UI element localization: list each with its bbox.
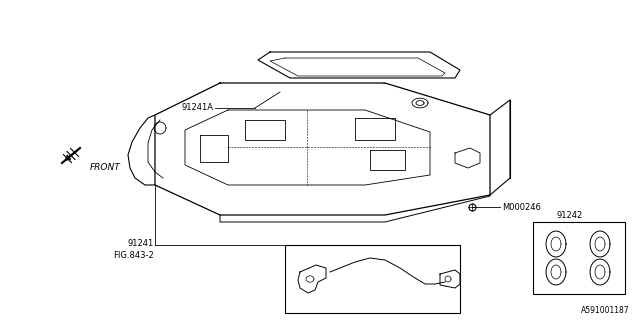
Text: A591001187: A591001187 [581,306,630,315]
Bar [533,222,625,294]
Text: FIG.843-2: FIG.843-2 [113,251,154,260]
Text: FRONT: FRONT [90,164,121,172]
Text: M000246: M000246 [502,203,541,212]
Text: 91242: 91242 [557,211,583,220]
Text: 91241A: 91241A [181,102,213,111]
Bar [285,245,460,313]
Text: 91241: 91241 [128,238,154,247]
